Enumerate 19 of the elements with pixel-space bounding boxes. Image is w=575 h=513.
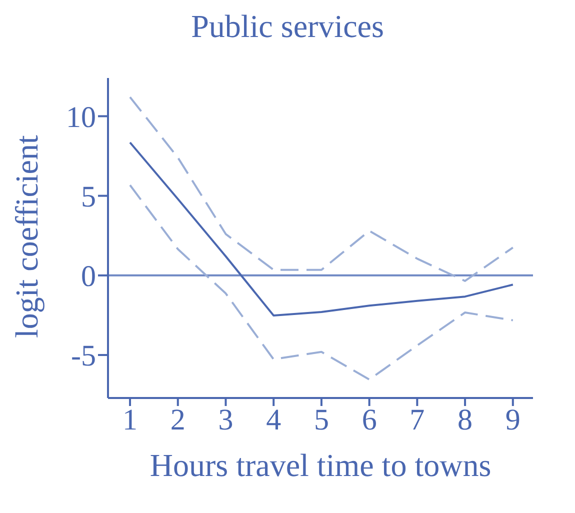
x-tick-label: 9 [505,403,520,436]
chart-title: Public services [190,8,385,45]
x-tick-label: 8 [458,403,473,436]
x-tick-label: 2 [170,403,186,436]
y-axis-title: logit coefficient [8,135,44,338]
y-tick-label: 5 [81,180,96,214]
x-tick-label: 5 [314,403,329,436]
line-series [129,184,514,381]
x-tick-label: 6 [362,403,377,436]
x-tick-label: 3 [218,403,234,436]
y-tick-label: -5 [71,340,96,373]
line-series [129,141,514,317]
x-axis-title: Hours travel time to towns [150,447,492,483]
x-tick-label: 4 [266,403,282,436]
line-series [129,96,514,282]
y-tick-label: 10 [66,100,96,134]
y-tick-label: 0 [81,260,96,294]
x-tick-label: 1 [122,403,138,436]
x-tick-label: 7 [410,403,425,436]
